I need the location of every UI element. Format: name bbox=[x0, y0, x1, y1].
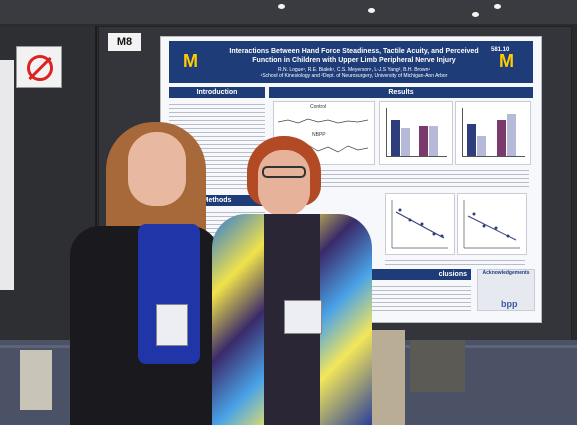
background-person-legs bbox=[410, 340, 465, 392]
no-photography-sign bbox=[16, 46, 62, 88]
ceiling-light bbox=[278, 4, 285, 9]
data-point bbox=[472, 212, 476, 216]
bar-chart-right bbox=[455, 101, 531, 165]
bar bbox=[477, 136, 486, 156]
bar bbox=[429, 126, 438, 156]
poster-title: Interactions Between Hand Force Steadine… bbox=[229, 48, 479, 64]
person-left-badge bbox=[156, 304, 188, 346]
conclusions-text bbox=[371, 283, 471, 311]
section-introduction: Introduction bbox=[169, 87, 265, 98]
section-results: Results bbox=[269, 87, 533, 98]
bar bbox=[401, 128, 410, 156]
poster-authors: R.N. Logue¹, R.E. Bialek¹, C.S. Meyerson… bbox=[219, 67, 489, 79]
affiliation: ¹School of Kinesiology and ²Dept. of Neu… bbox=[260, 73, 448, 79]
trace-label-control: Control bbox=[310, 104, 327, 110]
figure-caption bbox=[385, 257, 525, 265]
poster-title-bar: M M Interactions Between Hand Force Stea… bbox=[169, 41, 533, 83]
bar bbox=[419, 126, 428, 156]
section-conclusions: clusions bbox=[371, 269, 471, 280]
data-point bbox=[482, 224, 486, 228]
data-point bbox=[506, 234, 510, 238]
scatter-left-svg bbox=[391, 200, 448, 249]
section-methods: Methods bbox=[169, 195, 265, 206]
person-right-badge bbox=[284, 300, 322, 334]
bar bbox=[507, 114, 516, 156]
bpp-logo: bpp bbox=[501, 299, 518, 309]
bar bbox=[391, 120, 400, 156]
bar-chart-left bbox=[379, 101, 453, 165]
data-point bbox=[408, 218, 412, 222]
acknowledgements-title: Acknowledgements bbox=[482, 270, 530, 276]
scatter-right-svg bbox=[463, 200, 520, 249]
ceiling-light bbox=[368, 8, 375, 13]
ceiling bbox=[0, 0, 577, 24]
data-point bbox=[432, 232, 436, 236]
data-point bbox=[440, 234, 444, 238]
person-right-face bbox=[258, 150, 310, 216]
poster-id: 581.10 bbox=[491, 47, 510, 53]
author-list: R.N. Logue¹, R.E. Bialek¹, C.S. Meyerson… bbox=[277, 67, 431, 73]
eyeglasses bbox=[262, 166, 306, 178]
bar-plot-area bbox=[386, 108, 447, 157]
prohibition-icon bbox=[27, 55, 53, 81]
neighbor-poster-edge bbox=[0, 60, 14, 290]
scatter-plot-left bbox=[385, 193, 455, 255]
trend-line bbox=[395, 211, 445, 239]
bar-plot-area bbox=[462, 108, 525, 157]
ceiling-light bbox=[494, 4, 501, 9]
ceiling-light bbox=[472, 12, 479, 17]
data-point bbox=[494, 226, 498, 230]
bar bbox=[497, 120, 506, 156]
acknowledgements-box: Acknowledgements bbox=[477, 269, 535, 311]
background-person-legs bbox=[20, 350, 52, 410]
data-point bbox=[398, 208, 402, 212]
board-number-label: M8 bbox=[108, 33, 141, 51]
scatter-plot-right bbox=[457, 193, 527, 255]
bar bbox=[467, 124, 476, 156]
results-caption bbox=[273, 167, 529, 189]
data-point bbox=[420, 222, 424, 226]
control-trace bbox=[278, 118, 369, 124]
university-logo: M bbox=[183, 51, 198, 71]
trace-label-nbpp: NBPP bbox=[312, 132, 326, 138]
person-left-face bbox=[128, 132, 186, 206]
university-logo-right: M bbox=[499, 51, 514, 71]
